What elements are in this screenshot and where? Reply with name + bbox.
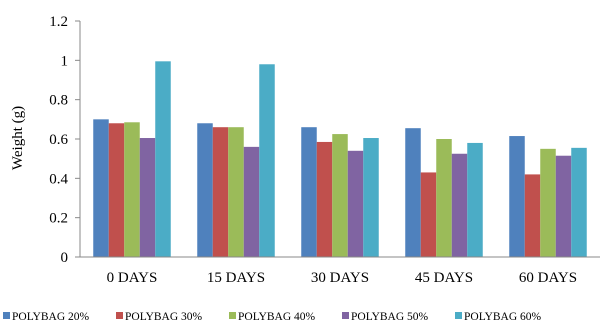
bar-polybag-20--30-days [301, 127, 317, 257]
legend-swatch [342, 312, 349, 319]
y-axis-label: Weight (g) [10, 106, 26, 170]
x-tick-label: 45 DAYS [415, 270, 473, 286]
bar-polybag-30--45-days [420, 172, 437, 257]
bar-polybag-60--15-days [259, 64, 275, 258]
bar-polybag-50--15-days [243, 146, 260, 257]
bar-polybag-40--0-days [124, 122, 140, 258]
bar-polybag-50--60-days [555, 155, 572, 257]
bar-polybag-40--30-days [332, 134, 348, 257]
legend-label: POLYBAG 30% [125, 311, 203, 323]
legend-label: POLYBAG 40% [238, 311, 316, 323]
y-tick-label: 0.8 [49, 93, 68, 109]
bar-polybag-20--60-days [509, 136, 525, 257]
legend-swatch [116, 312, 123, 319]
bar-polybag-40--45-days [436, 139, 452, 257]
bar-polybag-30--30-days [316, 141, 333, 257]
bar-polybag-30--15-days [212, 127, 229, 257]
legend: POLYBAG 20% POLYBAG 30% POLYBAG 40% POLYBAG… [3, 311, 542, 323]
x-tick-label: 15 DAYS [207, 270, 265, 286]
y-tick-label: 1 [61, 53, 69, 69]
legend-swatch [3, 312, 10, 319]
bar-polybag-60--30-days [363, 138, 379, 257]
bar-polybag-50--30-days [347, 150, 364, 257]
bar-polybag-40--60-days [540, 148, 556, 257]
bar-polybag-20--15-days [197, 123, 213, 258]
x-tick-label: 30 DAYS [311, 270, 369, 286]
bar-polybag-60--0-days [155, 61, 171, 257]
y-tick-label: 0 [61, 250, 69, 266]
bar-polybag-20--45-days [405, 128, 421, 257]
y-tick-label: 0.4 [49, 171, 68, 187]
bar-polybag-40--15-days [228, 127, 244, 257]
bar-polybag-30--0-days [108, 123, 125, 258]
legend-label: POLYBAG 20% [12, 311, 90, 323]
bar-polybag-50--45-days [451, 153, 468, 257]
bar-polybag-50--0-days [139, 138, 156, 257]
y-tick-label: 0.6 [49, 132, 68, 148]
x-tick-label: 0 DAYS [107, 270, 158, 286]
legend-swatch [229, 312, 236, 319]
legend-swatch [455, 312, 462, 319]
bar-polybag-60--60-days [571, 147, 587, 257]
y-tick-label: 0.2 [49, 211, 68, 227]
legend-label: POLYBAG 60% [464, 311, 542, 323]
x-tick-label: 60 DAYS [519, 270, 577, 286]
legend-label: POLYBAG 50% [351, 311, 429, 323]
bar-polybag-30--60-days [524, 174, 541, 257]
bar-polybag-60--45-days [467, 142, 483, 257]
y-tick-label: 1.2 [49, 14, 68, 30]
bar-polybag-20--0-days [93, 119, 109, 257]
